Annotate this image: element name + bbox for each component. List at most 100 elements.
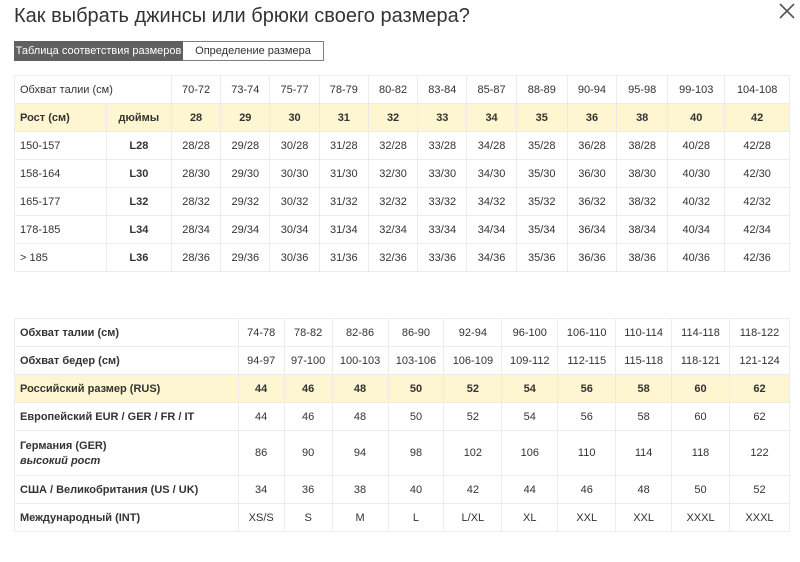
size-cell: XXXL [729,503,790,532]
inches-cell: 32 [367,103,419,132]
size-cell: 44 [237,402,285,431]
tab-size-table[interactable]: Таблица соответствия размеров [14,41,183,61]
size-cell: 54 [501,402,559,431]
size-cell: 42/36 [724,243,790,272]
inches-cell: 42 [724,103,790,132]
size-cell: XL [501,503,559,532]
size-cell: 82-86 [331,318,389,347]
size-cell: 54 [501,374,559,403]
table-row: 158-164 L30 28/30 29/30 30/30 31/30 32/30 33/30… [14,159,790,188]
size-cell: 38/36 [616,243,669,272]
size-cell: 29/34 [220,215,271,244]
size-cell: 48 [615,475,673,504]
size-cell: 62 [729,402,790,431]
size-cell: 52 [443,402,503,431]
length-cell: L34 [105,215,172,244]
size-cell: 40/34 [667,215,726,244]
size-cell: 30/32 [269,187,320,216]
length-cell: L36 [105,243,172,272]
waist-cell: 90-94 [566,75,618,104]
size-cell: 31/36 [318,243,369,272]
row-label-text: Международный (INT) [20,511,141,524]
inches-cell: 38 [616,103,669,132]
waist-row: Обхват талии (см) 70-72 73-74 75-77 78-79 80-… [14,75,790,104]
size-cell: 52 [729,475,790,504]
table-row: Обхват бедер (см) 94-97 97-100 100-103 103-1… [14,346,790,375]
size-cell: 35/28 [515,131,568,160]
size-cell: 33/30 [417,159,468,188]
size-cell: 31/32 [318,187,369,216]
waist-cell: 70-72 [170,75,222,104]
size-cell: 36 [283,475,333,504]
row-label-text: Российский размер (RUS) [20,382,161,395]
size-cell: 36/30 [566,159,618,188]
size-cell: 40/30 [667,159,726,188]
size-cell: 42/30 [724,159,790,188]
close-icon[interactable] [776,0,798,22]
size-cell: 33/32 [417,187,468,216]
size-cell: 28/30 [170,159,222,188]
size-cell: 34/36 [466,243,517,272]
size-cell: 52 [443,374,503,403]
size-cell: 40/32 [667,187,726,216]
size-cell: 50 [387,402,445,431]
row-label: США / Великобритания (US / UK) [14,475,239,504]
row-label-text: Обхват талии (см) [20,326,120,339]
size-cell: 35/36 [515,243,568,272]
dialog-title: Как выбрать джинсы или брюки своего разм… [14,5,470,27]
size-cell: 35/32 [515,187,568,216]
size-cell: 56 [557,374,617,403]
size-cell: 32/30 [367,159,419,188]
size-cell: 32/36 [367,243,419,272]
size-cell: 103-106 [387,346,445,375]
size-cell: 31/34 [318,215,369,244]
size-cell: XXL [557,503,617,532]
size-cell: 34/30 [466,159,517,188]
size-cell: 40/36 [667,243,726,272]
jeans-size-table: Обхват талии (см) 70-72 73-74 75-77 78-79 80-… [14,75,790,272]
size-cell: 56 [557,402,617,431]
size-cell: 46 [283,402,333,431]
size-cell: 102 [443,430,503,476]
size-cell: 28/32 [170,187,222,216]
waist-cell: 73-74 [220,75,271,104]
row-label-text: Обхват бедер (см) [20,354,120,367]
waist-cell: 88-89 [515,75,568,104]
size-cell: 34/28 [466,131,517,160]
size-cell: 86 [237,430,285,476]
waist-cell: 75-77 [269,75,320,104]
table-row: Германия (GER) высокий рост 86 90 94 98 102 106… [14,430,790,476]
trousers-size-table: Обхват талии (см) 74-78 78-82 82-86 86-90 92-… [14,318,790,532]
tab-size-detection[interactable]: Определение размера [183,41,324,61]
size-cell: 38/30 [616,159,669,188]
size-cell: 32/28 [367,131,419,160]
inches-cell: 35 [515,103,568,132]
size-cell: 38/28 [616,131,669,160]
size-cell: 32/32 [367,187,419,216]
size-cell: 46 [557,475,617,504]
size-cell: 110-114 [615,318,673,347]
size-cell: 44 [237,374,285,403]
table-row: Международный (INT) XS/S S M L L/XL XL XXL XXL XX… [14,503,790,532]
size-cell: 98 [387,430,445,476]
size-cell: 94-97 [237,346,285,375]
size-cell: XXXL [671,503,730,532]
height-cell: 165-177 [14,187,107,216]
size-cell: 114-118 [671,318,730,347]
size-cell: 30/28 [269,131,320,160]
size-cell: XXL [615,503,673,532]
size-cell: L/XL [443,503,503,532]
inches-label: дюймы [105,103,172,132]
size-cell: 31/30 [318,159,369,188]
size-cell: 34 [237,475,285,504]
size-cell: 36/32 [566,187,618,216]
size-cell: 118-121 [671,346,730,375]
inches-row: Рост (см) дюймы 28 29 30 31 32 33 34 35 36 38 40 42 [14,103,790,132]
row-label: Российский размер (RUS) [14,374,239,403]
size-cell: 58 [615,374,673,403]
waist-cell: 80-82 [367,75,419,104]
table-row: Российский размер (RUS) 44 46 48 50 52 54 56 58 6… [14,374,790,403]
length-cell: L30 [105,159,172,188]
size-cell: 86-90 [387,318,445,347]
row-label-text: Германия (GER) [20,439,107,452]
